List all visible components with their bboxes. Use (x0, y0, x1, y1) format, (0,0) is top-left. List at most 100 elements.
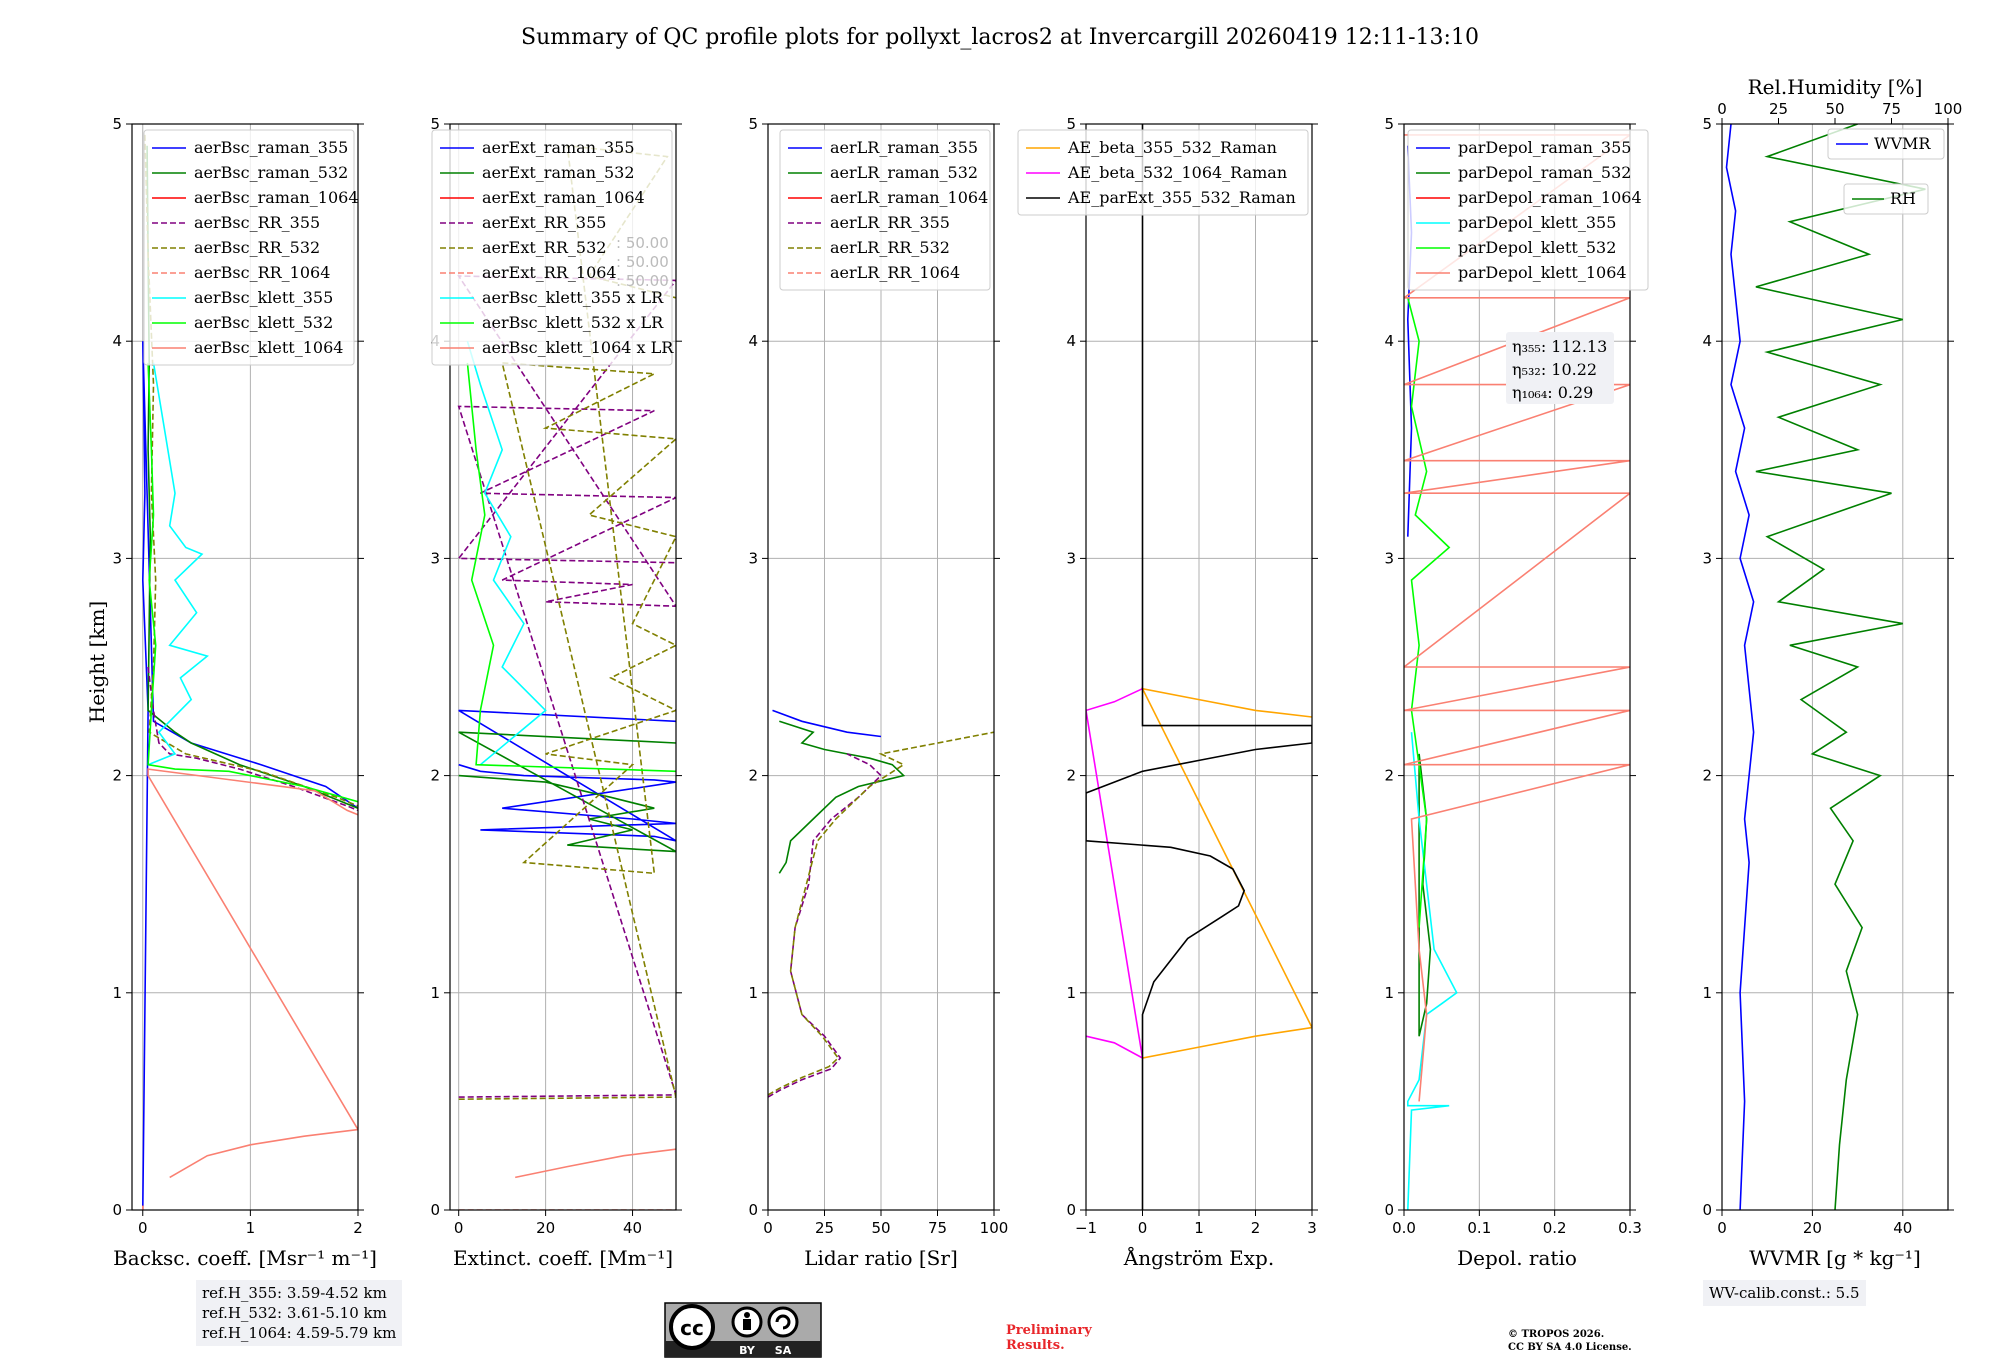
top-x-tick-label: 0 (1717, 100, 1727, 118)
y-tick-label: 1 (430, 984, 440, 1002)
legend-entry: aerLR_RR_532 (830, 238, 950, 257)
x-tick-label: 0.3 (1618, 1219, 1642, 1237)
y-tick-label: 5 (748, 115, 758, 133)
legend-box (431, 129, 673, 366)
x-tick-label: 0 (1717, 1219, 1727, 1237)
series-line-RH (1755, 124, 1926, 1210)
panel-depol: 0.0 0.1 0.2 0.3 0 1 2 3 4 5 Depol. ratio parDepol_r… (1384, 115, 1649, 1270)
series-group (768, 709, 994, 1098)
series-line-aerExt_RR_355 (457, 275, 676, 1098)
legend-lidar_ratio: aerLR_raman_355 aerLR_raman_532 aerLR_rama… (779, 129, 991, 291)
legend-entry: aerBsc_RR_1064 (194, 263, 330, 282)
axes-frame (1403, 123, 1631, 1211)
series-line-aerBsc_klett_355 x LR (466, 340, 547, 766)
legend-entry: aerBsc_klett_532 x LR (482, 313, 664, 332)
x-axis-label: Ångström Exp. (1123, 1245, 1274, 1270)
x-tick-label: 0.2 (1543, 1219, 1567, 1237)
series-group (1404, 134, 1630, 1210)
x-tick-label: 0 (1138, 1219, 1148, 1237)
legend-entry: aerLR_RR_1064 (830, 263, 960, 282)
legend-entry: aerLR_RR_355 (830, 213, 950, 232)
panel-backscatter: 0 1 2 0 1 2 3 4 5 Backsc. coeff. [Msr⁻¹ m⁻¹] aerBs… (112, 115, 376, 1270)
legend-box (1017, 129, 1309, 216)
chart-panels: 0 1 2 0 1 2 3 4 5 Backsc. coeff. [Msr⁻¹ m⁻¹] aerBs… (112, 75, 1962, 1270)
preliminary-line-2: Results. (1006, 1338, 1065, 1353)
y-tick-label: 1 (1066, 984, 1076, 1002)
legend-box (143, 129, 355, 366)
y-tick-label: 5 (430, 115, 440, 133)
x-tick-label: 1 (1194, 1219, 1204, 1237)
cc-license-badge: cc BY SA (664, 1302, 822, 1358)
ref-height-1064: ref.H_1064: 4.59-5.79 km (202, 1324, 397, 1342)
x-tick-label: 0 (763, 1219, 773, 1237)
ref-height-box: ref.H_355: 3.59-4.52 km ref.H_532: 3.61-… (196, 1280, 403, 1346)
series-line-aerBsc_klett_1064 x LR (515, 1148, 676, 1179)
preliminary-line-1: Preliminary (1006, 1323, 1092, 1338)
series-line-aerLR_raman_532 (778, 720, 906, 874)
series-group (1725, 124, 1926, 1210)
y-axis-label: Height [km] (85, 601, 109, 723)
top-x-tick-label: 25 (1769, 100, 1788, 118)
legend-entry: aerBsc_RR_532 (194, 238, 320, 257)
legend-entry: aerBsc_klett_355 x LR (482, 288, 664, 307)
series-line-aerExt_raman_355 (458, 709, 676, 842)
y-tick-label: 1 (1384, 984, 1394, 1002)
x-tick-label: 2 (1251, 1219, 1261, 1237)
legend-entry: aerBsc_klett_355 (194, 288, 333, 307)
ref-height-532: ref.H_532: 3.61-5.10 km (202, 1304, 387, 1322)
x-axis-label: Backsc. coeff. [Msr⁻¹ m⁻¹] (113, 1246, 377, 1270)
legend-entry: parDepol_raman_355 (1458, 138, 1631, 157)
ref-height-355: ref.H_355: 3.59-4.52 km (202, 1284, 387, 1302)
x-tick-label: 0.0 (1392, 1219, 1416, 1237)
legend-box (1843, 183, 1929, 215)
y-tick-label: 3 (1702, 549, 1712, 567)
top-x-axis-label: Rel.Humidity [%] (1748, 75, 1923, 99)
legend-entry: parDepol_raman_532 (1458, 163, 1631, 182)
series-line-aerBsc_klett_355 (147, 362, 209, 766)
legend-extinction: aerExt_raman_355 aerExt_raman_532 aerExt_r… (431, 129, 674, 366)
y-tick-label: 1 (1702, 984, 1712, 1002)
y-tick-label: 0 (1066, 1201, 1076, 1219)
x-axis-label: WVMR [g * kg⁻¹] (1749, 1246, 1921, 1270)
x-axis-label: Depol. ratio (1457, 1246, 1577, 1270)
legend-entry: aerExt_raman_355 (482, 138, 635, 157)
y-tick-label: 5 (1702, 115, 1712, 133)
series-line-aerBsc_klett_1064 (147, 768, 358, 1179)
legend-entry: aerBsc_klett_1064 x LR (482, 338, 674, 357)
series-line-aerBsc_RR_355 (147, 666, 358, 812)
eta-label: η₃₅₅: 112.13 (1512, 337, 1607, 356)
y-tick-label: 0 (1702, 1201, 1712, 1219)
y-tick-label: 4 (1066, 332, 1076, 350)
lr-label: : 50.00 (616, 253, 669, 271)
eta-label: η₁₀₆₄: 0.29 (1512, 383, 1593, 402)
y-tick-label: 0 (112, 1201, 122, 1219)
top-x-tick-label: 75 (1882, 100, 1901, 118)
legend-entry: aerBsc_raman_1064 (194, 188, 359, 207)
lr-label: : 50.00 (616, 272, 669, 290)
figure-title: Summary of QC profile plots for pollyxt_… (521, 25, 1479, 50)
series-line-AE_beta_355_532_Raman (1141, 687, 1312, 1059)
y-tick-label: 2 (748, 767, 758, 785)
y-tick-label: 3 (748, 549, 758, 567)
legend-entry: aerExt_RR_355 (482, 213, 606, 232)
y-tick-label: 2 (430, 767, 440, 785)
y-tick-label: 0 (430, 1201, 440, 1219)
series-line-parDepol_klett_532 (1407, 297, 1451, 928)
legend-entry: aerBsc_RR_355 (194, 213, 320, 232)
sa-label: SA (775, 1344, 792, 1357)
y-tick-label: 4 (1702, 332, 1712, 350)
x-tick-label: −1 (1075, 1219, 1097, 1237)
x-tick-label: 1 (246, 1219, 256, 1237)
legend-box (1827, 128, 1945, 160)
y-tick-label: 5 (1066, 115, 1076, 133)
preliminary-note: Preliminary Results. (1006, 1323, 1092, 1353)
wv-calib-box: WV-calib.const.: 5.5 (1703, 1280, 1866, 1306)
legend-entry: parDepol_klett_532 (1458, 238, 1616, 257)
y-tick-label: 2 (112, 767, 122, 785)
copyright-note: © TROPOS 2026. CC BY SA 4.0 License. (1508, 1328, 1632, 1354)
wv-calib-const: WV-calib.const.: 5.5 (1709, 1284, 1860, 1302)
legend-entry: aerLR_raman_532 (830, 163, 978, 182)
by-label: BY (739, 1344, 756, 1357)
